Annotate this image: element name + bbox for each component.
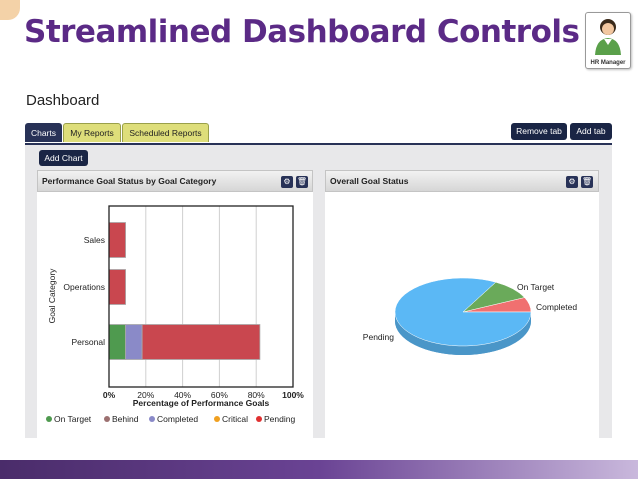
tab-my-reports[interactable]: My Reports <box>63 123 121 142</box>
x-tick-label: 0% <box>103 390 116 400</box>
panel-header: Performance Goal Status by Goal Category… <box>37 170 313 192</box>
x-tick-label: 60% <box>211 390 228 400</box>
legend-marker-completed <box>149 416 155 422</box>
pie-label-completed: Completed <box>536 302 577 312</box>
bar-pending <box>141 324 261 360</box>
trash-icon[interactable]: 🗑 <box>296 176 308 188</box>
hr-manager-avatar: HR Manager <box>585 12 631 69</box>
legend-label-pending: Pending <box>264 414 295 424</box>
persona-label: HR Manager <box>590 60 626 66</box>
add-tab-button[interactable]: Add tab <box>570 123 612 140</box>
x-tick-label: 40% <box>174 390 191 400</box>
x-tick-label: 80% <box>248 390 265 400</box>
gear-icon[interactable]: ⚙ <box>281 176 293 188</box>
dashboard-title: Dashboard <box>26 92 100 109</box>
category-label: Sales <box>84 235 105 245</box>
panel-title: Performance Goal Status by Goal Category <box>42 176 217 186</box>
slide-title: Streamlined Dashboard Controls <box>24 14 580 50</box>
pie-chart: Pending On Target Completed <box>363 277 577 355</box>
pie-label-on-target: On Target <box>517 282 555 292</box>
category-label: Operations <box>63 282 105 292</box>
bar-pending <box>108 269 126 305</box>
legend-marker-on-target <box>46 416 52 422</box>
footer-bar <box>0 460 638 479</box>
trash-icon[interactable]: 🗑 <box>581 176 593 188</box>
pie-label-pending: Pending <box>363 332 394 342</box>
gear-icon[interactable]: ⚙ <box>566 176 578 188</box>
tab-charts[interactable]: Charts <box>25 123 62 142</box>
legend-marker-critical <box>214 416 220 422</box>
bar-on-target <box>108 324 126 360</box>
tab-scheduled-reports[interactable]: Scheduled Reports <box>122 123 209 142</box>
plot-frame <box>108 205 294 388</box>
add-chart-button[interactable]: Add Chart <box>39 150 88 166</box>
person-icon <box>595 19 621 55</box>
panel-title: Overall Goal Status <box>330 176 409 186</box>
goal-category-panel: Performance Goal Status by Goal Category… <box>37 170 313 438</box>
x-tick-label: 20% <box>137 390 154 400</box>
x-axis-label: Percentage of Performance Goals <box>133 398 270 408</box>
x-tick-label: 100% <box>282 390 304 400</box>
bar-chart: Sales Operations Personal 0% 20% 40% 60% 80% 10… <box>46 205 304 424</box>
legend-label-critical: Critical <box>222 414 248 424</box>
legend-marker-pending <box>256 416 262 422</box>
bar-completed <box>125 324 143 360</box>
corner-logo <box>0 0 20 20</box>
legend-marker-behind <box>104 416 110 422</box>
y-axis-label: Goal Category <box>47 268 57 324</box>
panel-header: Overall Goal Status ⚙ 🗑 <box>325 170 599 192</box>
legend-label-completed: Completed <box>157 414 198 424</box>
legend-label-on-target: On Target <box>54 414 92 424</box>
bar-pending <box>108 222 126 258</box>
pie-slice-pending <box>394 277 532 347</box>
category-label: Personal <box>71 337 105 347</box>
overall-goal-panel: Overall Goal Status ⚙ 🗑 Pending On Target… <box>325 170 599 438</box>
legend-label-behind: Behind <box>112 414 139 424</box>
remove-tab-button[interactable]: Remove tab <box>511 123 567 140</box>
tab-bar: Charts My Reports Scheduled Reports Remo… <box>25 123 612 146</box>
